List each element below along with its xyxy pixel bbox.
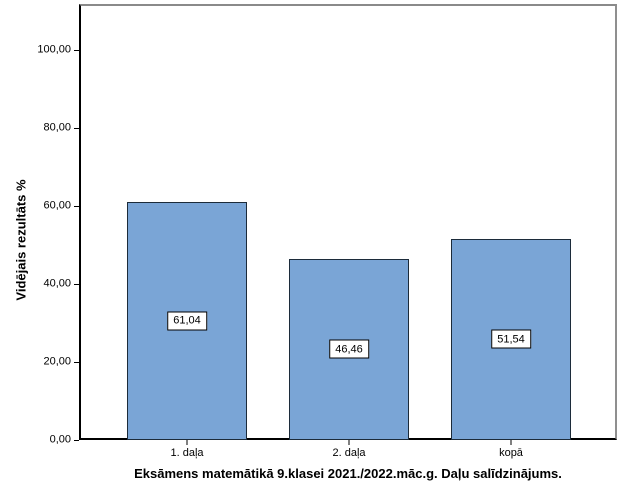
y-tick-label: 80,00: [43, 121, 71, 134]
y-tick-mark: [74, 362, 79, 363]
y-tick-label: 0,00: [49, 433, 71, 446]
x-tick-mark: [186, 440, 188, 445]
y-tick-label: 100,00: [37, 43, 71, 56]
y-tick-label: 60,00: [43, 199, 71, 212]
category-label: kopā: [499, 447, 523, 459]
y-tick-label: 20,00: [43, 355, 71, 368]
category-label: 1. daļa: [170, 447, 204, 459]
category-label: 2. daļa: [332, 447, 366, 459]
y-tick-mark: [74, 440, 79, 441]
bar-value-label: 46,46: [329, 339, 369, 359]
chart-title: Eksāmens matemātikā 9.klasei 2021./2022.…: [134, 466, 562, 481]
x-tick-mark: [348, 440, 350, 445]
y-tick-mark: [74, 284, 79, 285]
bar-value-label: 51,54: [491, 329, 531, 349]
y-tick-mark: [74, 50, 79, 51]
y-tick-mark: [74, 128, 79, 129]
x-tick-mark: [510, 440, 512, 445]
y-tick-mark: [74, 206, 79, 207]
bar-value-label: 61,04: [167, 311, 207, 331]
y-tick-label: 40,00: [43, 277, 71, 290]
